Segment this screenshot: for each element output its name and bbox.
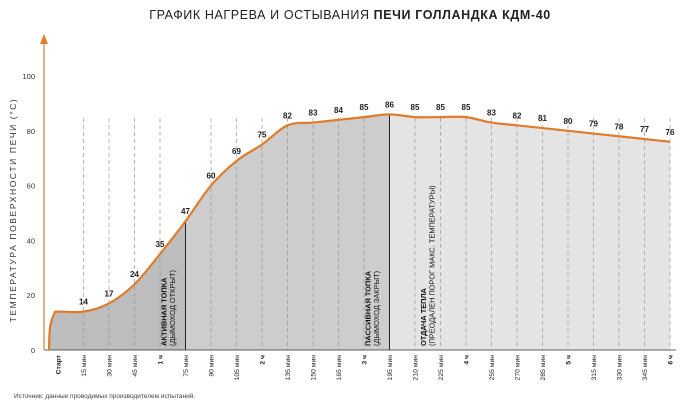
chart-title: ГРАФИК НАГРЕВА И ОСТЫВАНИЯ ПЕЧИ ГОЛЛАНДК… bbox=[0, 8, 700, 22]
x-tick-label: 195 мин bbox=[387, 355, 394, 381]
data-label: 85 bbox=[360, 103, 369, 112]
x-tick-label: Старт bbox=[56, 354, 63, 374]
data-label: 82 bbox=[513, 111, 522, 120]
data-label: 81 bbox=[538, 114, 547, 123]
x-tick-label: 30 мин bbox=[107, 355, 114, 377]
x-tick-label: 285 мин bbox=[540, 355, 547, 381]
data-label: 14 bbox=[79, 298, 88, 307]
data-label: 76 bbox=[666, 128, 675, 137]
x-tick-label: 315 мин bbox=[591, 355, 598, 381]
x-tick-label: 75 мин bbox=[183, 355, 190, 377]
data-label: 35 bbox=[156, 240, 165, 249]
y-tick-label: 100 bbox=[22, 72, 35, 81]
data-label: 85 bbox=[411, 103, 420, 112]
x-tick-label: 5 ч bbox=[566, 355, 573, 365]
data-label: 84 bbox=[334, 106, 343, 115]
y-axis-arrow-icon bbox=[40, 34, 48, 44]
x-tick-label: 165 мин bbox=[336, 355, 343, 381]
x-tick-label: 150 мин bbox=[311, 355, 318, 381]
x-tick-label: 135 мин bbox=[285, 355, 292, 381]
data-label: 60 bbox=[207, 172, 216, 181]
y-tick-label: 40 bbox=[27, 236, 35, 245]
x-tick-label: 345 мин bbox=[642, 355, 649, 381]
x-tick-label: 330 мин bbox=[617, 355, 624, 381]
x-tick-label: 1 ч bbox=[158, 355, 165, 365]
x-tick-label: 90 мин bbox=[209, 355, 216, 377]
data-label: 75 bbox=[258, 131, 267, 140]
data-label: 69 bbox=[232, 147, 241, 156]
data-label: 86 bbox=[385, 100, 394, 109]
x-tick-label: 4 ч bbox=[464, 355, 471, 365]
chart-title-prefix: ГРАФИК НАГРЕВА И ОСТЫВАНИЯ bbox=[149, 8, 370, 22]
x-tick-label: 105 мин bbox=[234, 355, 241, 381]
data-label: 79 bbox=[589, 120, 598, 129]
data-label: 83 bbox=[487, 109, 496, 118]
source-note: Источник: данные проводимых производител… bbox=[14, 393, 196, 400]
data-label: 77 bbox=[640, 125, 649, 134]
phase-label-passive: ПАССИВНАЯ ТОПКА(ДЫМОХОД ЗАКРЫТ) bbox=[364, 270, 382, 346]
x-tick-label: 210 мин bbox=[413, 355, 420, 381]
y-tick-label: 0 bbox=[31, 346, 35, 355]
phase-label-active: АКТИВНАЯ ТОПКА(ДЫМОХОД ОТКРЫТ) bbox=[160, 270, 178, 346]
series-line bbox=[47, 113, 671, 351]
y-tick-label: 20 bbox=[27, 291, 35, 300]
x-tick-label: 6 ч bbox=[668, 355, 675, 365]
data-label: 80 bbox=[564, 117, 573, 126]
area-fill-active bbox=[49, 221, 186, 350]
x-tick-label: 3 ч bbox=[362, 355, 369, 365]
data-label: 24 bbox=[130, 270, 139, 279]
x-tick-label: 2 ч bbox=[260, 355, 267, 365]
y-tick-label: 60 bbox=[27, 182, 35, 191]
data-label: 85 bbox=[436, 103, 445, 112]
x-tick-label: 15 мин bbox=[81, 355, 88, 377]
x-tick-label: 225 мин bbox=[438, 355, 445, 381]
data-label: 47 bbox=[181, 207, 190, 216]
x-tick-label: 270 мин bbox=[515, 355, 522, 381]
data-label: 82 bbox=[283, 111, 292, 120]
x-tick-label: 255 мин bbox=[489, 355, 496, 381]
chart-title-brand: ПЕЧИ ГОЛЛАНДКА КДМ-40 bbox=[373, 8, 551, 22]
data-label: 83 bbox=[309, 109, 318, 118]
x-tick-label: 45 мин bbox=[132, 355, 139, 377]
y-tick-label: 80 bbox=[27, 127, 35, 136]
data-label: 78 bbox=[615, 122, 624, 131]
data-label: 17 bbox=[105, 289, 114, 298]
data-label: 85 bbox=[462, 103, 471, 112]
phase-label-cooling: ОТДАЧА ТЕПЛА(ПРЕОДАЛЕН ПОРОГ МАКС. ТЕМПЕ… bbox=[419, 185, 437, 346]
area-fill-cooling bbox=[389, 114, 670, 350]
